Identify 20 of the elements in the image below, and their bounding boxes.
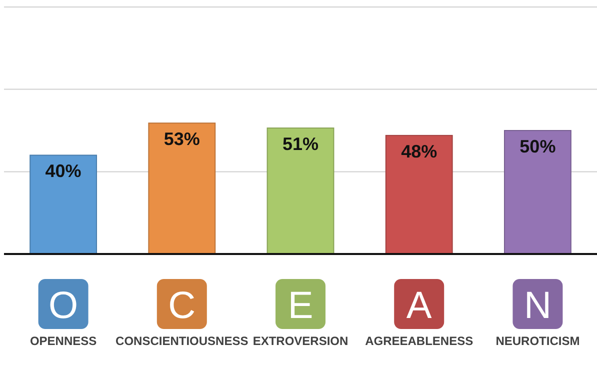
letter-tile-icon: A bbox=[394, 279, 444, 329]
letter-tile-icon: O bbox=[38, 279, 88, 329]
x-tick-label: AGREEABLENESS bbox=[365, 334, 474, 348]
data-label: 50% bbox=[520, 136, 556, 156]
x-tick-label: CONSCIENTIOUSNESS bbox=[116, 334, 248, 348]
data-label: 48% bbox=[401, 141, 438, 162]
x-tick-label: EXTROVERSION bbox=[252, 334, 348, 348]
letter-tile-icon: E bbox=[276, 279, 326, 329]
bar bbox=[148, 122, 216, 254]
bar bbox=[504, 130, 572, 254]
bar bbox=[385, 134, 453, 254]
x-tick-label: OPENNESS bbox=[30, 334, 97, 348]
letter-tile-icon: N bbox=[512, 279, 563, 329]
bar bbox=[266, 128, 334, 254]
data-label: 51% bbox=[282, 134, 319, 154]
data-label: 53% bbox=[164, 129, 200, 150]
data-label: 40% bbox=[45, 161, 82, 182]
x-tick-label: NEUROTICISM bbox=[496, 334, 580, 348]
bar bbox=[30, 154, 98, 254]
letter-tile-icon: C bbox=[156, 279, 207, 329]
